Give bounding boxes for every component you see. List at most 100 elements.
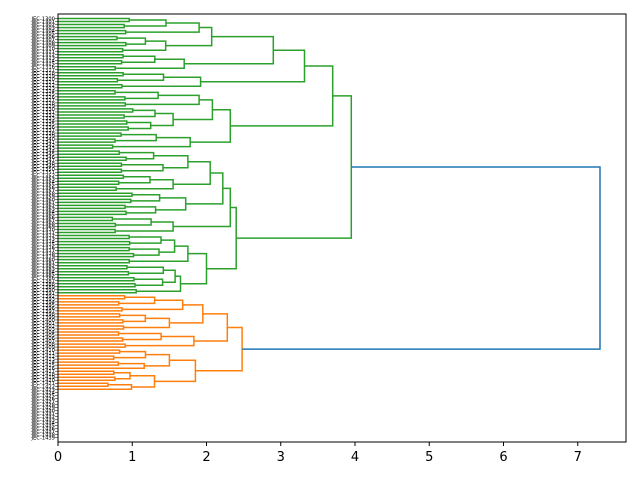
leaf-label: JEC-1402 [30, 324, 55, 330]
leaf-label: JEC-1392 [30, 294, 55, 300]
dendrogram-link [242, 166, 601, 350]
leaf-label: JEC-1311 [30, 50, 55, 56]
leaf-label: JEC-1375 [30, 243, 55, 249]
leaf-label: JEC-1399 [30, 315, 55, 321]
leaf-label: JEC-1361 [30, 200, 55, 206]
x-tick-label: 2 [202, 450, 210, 465]
leaf-label: JEC-1395 [30, 303, 55, 309]
leaf-label: JEC-1344 [30, 149, 55, 155]
leaf-label: JEC-1340 [30, 137, 55, 143]
leaf-label: JEC-1400 [30, 318, 55, 324]
leaf-label: JEC-1396 [30, 306, 55, 312]
leaf-label: JEC-1391 [30, 291, 55, 297]
axes-spine [57, 13, 627, 443]
x-tick-label: 4 [351, 450, 359, 465]
leaf-label: JEC-1333 [30, 116, 55, 122]
leaf-label: JEC-1381 [30, 261, 55, 267]
leaf-label: JEC-1326 [30, 95, 55, 101]
x-tick-label: 5 [425, 450, 433, 465]
leaf-label: JEC-1407 [30, 339, 55, 345]
x-tick-label: 6 [499, 450, 507, 465]
leaf-label: JEC-1436 [30, 426, 55, 432]
leaf-label: JEC-1422 [30, 384, 55, 390]
leaf-label: JEC-1412 [30, 354, 55, 360]
leaf-label: JEC-1385 [30, 273, 55, 279]
leaf-label: JEC-1383 [30, 267, 55, 273]
leaf-label: JEC-1388 [30, 282, 55, 288]
leaf-label: JEC-1358 [30, 191, 55, 197]
leaf-label: JEC-1376 [30, 246, 55, 252]
leaf-labels: JEC-1300JEC-1301JEC-1302JEC-1303JEC-1304… [30, 17, 55, 442]
leaf-label: JEC-1406 [30, 336, 55, 342]
leaf-label: JEC-1387 [30, 279, 55, 285]
leaf-label: JEC-1382 [30, 264, 55, 270]
leaf-label: JEC-1389 [30, 285, 55, 291]
leaf-label: JEC-1309 [30, 44, 55, 50]
leaf-label: JEC-1367 [30, 218, 55, 224]
leaf-label: JEC-1439 [30, 435, 55, 441]
leaf-label: JEC-1353 [30, 176, 55, 182]
leaf-label: JEC-1320 [30, 77, 55, 83]
leaf-label: JEC-1307 [30, 38, 55, 44]
leaf-label: JEC-1413 [30, 357, 55, 363]
leaf-label: JEC-1325 [30, 92, 55, 98]
leaf-label: JEC-1328 [30, 101, 55, 107]
leaf-label: JEC-1319 [30, 74, 55, 80]
leaf-label: JEC-1369 [30, 224, 55, 230]
leaf-label: JEC-1303 [30, 26, 55, 32]
leaf-label: JEC-1314 [30, 59, 55, 65]
leaf-label: JEC-1337 [30, 128, 55, 134]
x-tick-label: 3 [277, 450, 285, 465]
leaf-label: JEC-1329 [30, 104, 55, 110]
leaf-label: JEC-1416 [30, 366, 55, 372]
leaf-label: JEC-1408 [30, 342, 55, 348]
leaf-label: JEC-1304 [30, 29, 55, 35]
leaf-label: JEC-1390 [30, 288, 55, 294]
leaf-label: JEC-1348 [30, 161, 55, 167]
leaf-label: JEC-1335 [30, 122, 55, 128]
leaf-label: JEC-1331 [30, 110, 55, 116]
leaf-label: JEC-1346 [30, 155, 55, 161]
leaf-label: JEC-1432 [30, 414, 55, 420]
leaf-label: JEC-1341 [30, 140, 55, 146]
leaf-label: JEC-1342 [30, 143, 55, 149]
x-tick-label: 7 [574, 450, 582, 465]
leaf-label: JEC-1374 [30, 240, 55, 246]
leaf-label: JEC-1332 [30, 113, 55, 119]
leaf-label: JEC-1365 [30, 212, 55, 218]
leaf-label: JEC-1345 [30, 152, 55, 158]
leaf-label: JEC-1349 [30, 164, 55, 170]
leaf-label: JEC-1322 [30, 83, 55, 89]
leaf-label: JEC-1401 [30, 321, 55, 327]
leaf-label: JEC-1434 [30, 420, 55, 426]
leaf-label: JEC-1405 [30, 333, 55, 339]
leaf-label: JEC-1370 [30, 228, 55, 234]
leaf-label: JEC-1378 [30, 252, 55, 258]
leaf-label: JEC-1431 [30, 411, 55, 417]
leaf-label: JEC-1394 [30, 300, 55, 306]
leaf-label: JEC-1380 [30, 258, 55, 264]
leaf-label: JEC-1427 [30, 399, 55, 405]
leaf-label: JEC-1410 [30, 348, 55, 354]
leaf-label: JEC-1355 [30, 182, 55, 188]
leaf-label: JEC-1351 [30, 170, 55, 176]
leaf-label: JEC-1321 [30, 80, 55, 86]
leaf-label: JEC-1437 [30, 429, 55, 435]
leaf-label: JEC-1379 [30, 255, 55, 261]
leaf-label: JEC-1312 [30, 53, 55, 59]
x-axis-ticks: 0 1 2 3 4 5 6 7 [54, 442, 582, 465]
leaf-label: JEC-1404 [30, 330, 55, 336]
leaf-label: JEC-1306 [30, 35, 55, 41]
leaf-label: JEC-1435 [30, 423, 55, 429]
leaf-label: JEC-1330 [30, 107, 55, 113]
leaf-label: JEC-1318 [30, 71, 55, 77]
leaf-label: JEC-1350 [30, 167, 55, 173]
leaf-label: JEC-1324 [30, 89, 55, 95]
dendrogram-links [58, 17, 601, 391]
leaf-label: JEC-1384 [30, 270, 55, 276]
leaf-label: JEC-1343 [30, 146, 55, 152]
x-tick-label: 1 [128, 450, 136, 465]
leaf-label: JEC-1397 [30, 309, 55, 315]
leaf-label: JEC-1310 [30, 47, 55, 53]
